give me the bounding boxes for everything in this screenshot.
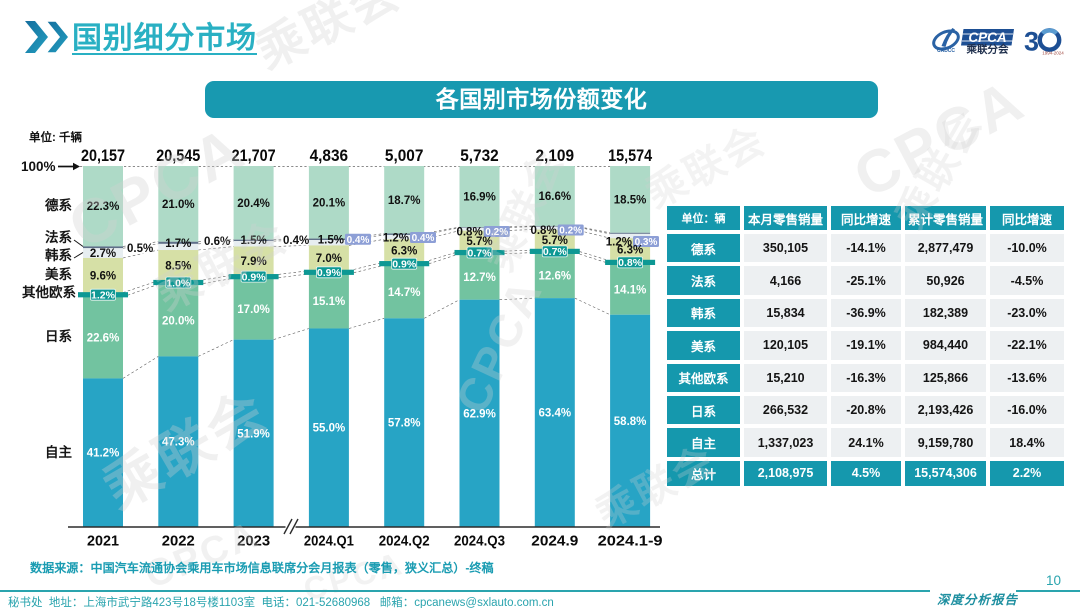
svg-text:14.7%: 14.7% [388, 287, 421, 299]
svg-text:5,007: 5,007 [385, 146, 424, 165]
svg-text:57.8%: 57.8% [388, 418, 421, 430]
svg-text:41.2%: 41.2% [87, 448, 120, 460]
svg-text:1.7%: 1.7% [165, 238, 191, 250]
svg-text:15.1%: 15.1% [313, 296, 346, 308]
svg-text:0.9%: 0.9% [242, 271, 267, 283]
svg-text:1.5%: 1.5% [240, 235, 266, 247]
svg-text:18.5%: 18.5% [614, 194, 647, 206]
svg-text:0.2%: 0.2% [485, 227, 508, 238]
svg-text:0.9%: 0.9% [392, 259, 417, 271]
svg-text:2024.Q3: 2024.Q3 [454, 534, 505, 550]
svg-text:0.9%: 0.9% [317, 267, 342, 279]
svg-text:德系: 德系 [45, 197, 72, 213]
svg-text:2,109: 2,109 [536, 146, 575, 165]
svg-text:3: 3 [1024, 27, 1039, 57]
svg-text:9.6%: 9.6% [90, 270, 116, 282]
svg-text:47.3%: 47.3% [162, 437, 195, 449]
svg-text:16.6%: 16.6% [538, 191, 571, 203]
svg-text:日系: 日系 [45, 328, 72, 344]
svg-text:2024.Q2: 2024.Q2 [379, 534, 430, 550]
svg-text:100%: 100% [21, 159, 56, 174]
svg-text:2023: 2023 [237, 534, 270, 550]
svg-text:55.0%: 55.0% [313, 423, 346, 435]
svg-text:12.7%: 12.7% [463, 272, 496, 284]
svg-text:0.6%: 0.6% [204, 236, 230, 248]
svg-text:20.1%: 20.1% [313, 197, 346, 209]
svg-text:美系: 美系 [45, 266, 72, 282]
svg-text:20.0%: 20.0% [162, 315, 195, 327]
svg-text:其他欧系: 其他欧系 [22, 284, 76, 300]
svg-text:乘联分会: 乘联分会 [966, 43, 1009, 56]
svg-text:1.2%: 1.2% [606, 237, 632, 249]
svg-text:2.7%: 2.7% [90, 248, 116, 260]
svg-text:5,732: 5,732 [460, 146, 499, 165]
svg-text:21,707: 21,707 [232, 146, 276, 165]
svg-text:0.8%: 0.8% [456, 227, 482, 239]
svg-text:1.2%: 1.2% [383, 233, 409, 245]
svg-text:0.7%: 0.7% [543, 246, 568, 258]
svg-text:1.5%: 1.5% [318, 235, 344, 247]
svg-text:0.7%: 0.7% [468, 247, 493, 259]
svg-text:17.0%: 17.0% [237, 304, 270, 316]
svg-text:20,157: 20,157 [81, 146, 125, 165]
svg-text:0.2%: 0.2% [559, 226, 582, 237]
svg-text:12.6%: 12.6% [538, 270, 571, 282]
svg-text:0.3%: 0.3% [635, 237, 658, 248]
svg-text:8.5%: 8.5% [165, 260, 191, 272]
svg-text:2022: 2022 [162, 534, 195, 550]
svg-text:单位: 千辆: 单位: 千辆 [29, 130, 83, 144]
svg-text:0.4%: 0.4% [347, 235, 370, 246]
svg-text:21.0%: 21.0% [162, 199, 195, 211]
svg-text:6.3%: 6.3% [391, 246, 417, 258]
svg-text:58.8%: 58.8% [614, 416, 647, 428]
svg-text:14.1%: 14.1% [614, 284, 647, 296]
svg-text:7.0%: 7.0% [316, 253, 342, 265]
svg-text:CADCC: CADCC [937, 48, 955, 54]
svg-text:20.4%: 20.4% [237, 198, 270, 210]
svg-text:CPCA: CPCA [968, 30, 1006, 45]
svg-text:1994-2024: 1994-2024 [1042, 51, 1064, 56]
svg-text:0.4%: 0.4% [283, 235, 309, 247]
svg-text:15,574: 15,574 [608, 146, 653, 165]
svg-text:63.4%: 63.4% [538, 408, 571, 420]
svg-text:2021: 2021 [87, 534, 119, 550]
svg-text:0.8%: 0.8% [618, 257, 643, 269]
svg-text:5.7%: 5.7% [466, 236, 492, 248]
svg-text:22.6%: 22.6% [87, 333, 120, 345]
svg-text:1.0%: 1.0% [166, 277, 191, 289]
svg-text:16.9%: 16.9% [463, 192, 496, 204]
svg-text:韩系: 韩系 [45, 247, 72, 263]
svg-text:2024.9: 2024.9 [531, 534, 578, 550]
svg-text:51.9%: 51.9% [237, 428, 270, 440]
svg-text:7.9%: 7.9% [240, 256, 266, 268]
svg-text:0.5%: 0.5% [127, 243, 153, 255]
svg-text:2024.1-9: 2024.1-9 [598, 534, 663, 550]
svg-text:6.3%: 6.3% [617, 245, 643, 257]
svg-text:自主: 自主 [45, 444, 72, 460]
svg-text:18.7%: 18.7% [388, 195, 421, 207]
svg-text:62.9%: 62.9% [463, 408, 496, 420]
svg-text:0.8%: 0.8% [530, 225, 556, 237]
svg-text:5.7%: 5.7% [542, 235, 568, 247]
svg-text:20,545: 20,545 [156, 146, 200, 165]
svg-text:22.3%: 22.3% [87, 201, 120, 213]
svg-text:4,836: 4,836 [310, 146, 349, 165]
svg-text:0.4%: 0.4% [412, 233, 435, 244]
svg-text:1.2%: 1.2% [91, 290, 116, 302]
svg-text:2024.Q1: 2024.Q1 [304, 534, 354, 550]
svg-text:法系: 法系 [45, 229, 72, 245]
